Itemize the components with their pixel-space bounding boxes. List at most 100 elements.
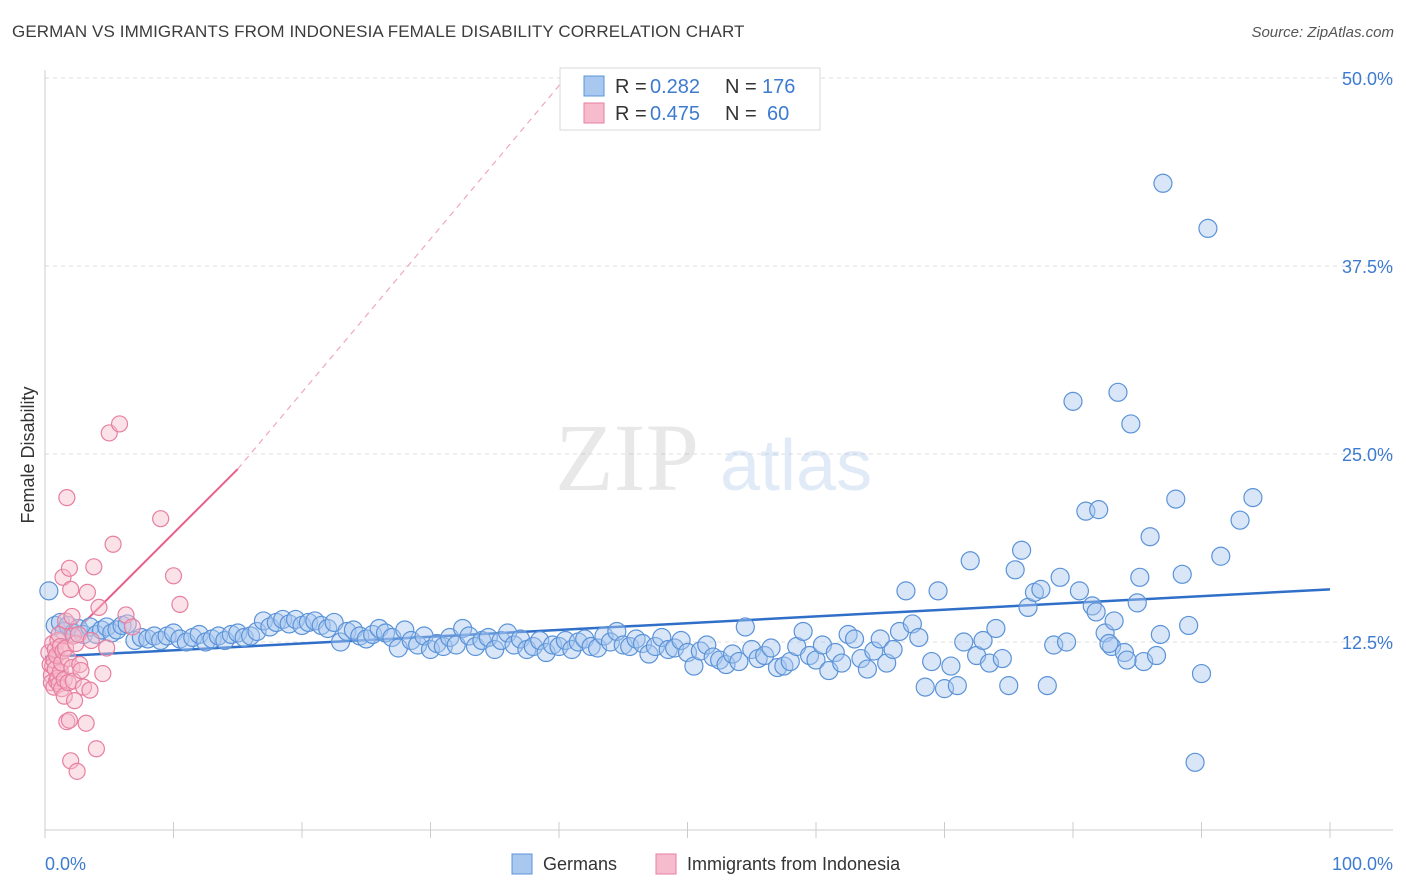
- data-point-germans: [941, 656, 961, 676]
- data-point-indonesia: [171, 595, 189, 614]
- data-point-germans: [1146, 645, 1167, 666]
- data-point-indonesia: [152, 510, 170, 528]
- data-point-germans: [697, 635, 717, 655]
- data-point-germans: [1198, 218, 1218, 238]
- data-point-indonesia: [54, 568, 72, 586]
- data-point-germans: [992, 648, 1012, 669]
- data-point-germans: [986, 618, 1006, 639]
- y-tick-label: 12.5%: [1342, 633, 1393, 653]
- data-point-germans: [857, 659, 878, 679]
- data-point-germans: [864, 641, 884, 661]
- data-point-germans: [979, 653, 1000, 673]
- bottom-legend-swatch-germans: [511, 853, 533, 875]
- data-point-germans: [1031, 579, 1051, 599]
- data-point-germans: [652, 627, 672, 648]
- x-axis-ticks: [44, 822, 1331, 838]
- data-point-germans: [973, 630, 993, 651]
- data-point-germans: [928, 581, 948, 601]
- legend-r-label-1: R =: [615, 76, 647, 98]
- data-point-indonesia: [78, 583, 97, 601]
- data-point-germans: [735, 617, 755, 637]
- y-axis-title: Female Disability: [18, 386, 38, 523]
- data-point-indonesia: [56, 639, 75, 657]
- data-point-germans: [1179, 615, 1199, 636]
- trend-line-indonesia-extension: [237, 77, 566, 470]
- data-point-germans: [761, 638, 781, 658]
- data-point-indonesia: [62, 580, 80, 598]
- data-point-indonesia: [68, 762, 86, 780]
- watermark: ZIP atlas: [555, 404, 872, 511]
- bottom-legend-label-indonesia: Immigrants from Indonesia: [687, 854, 901, 874]
- data-point-indonesia: [62, 752, 80, 770]
- data-point-germans: [639, 644, 659, 664]
- data-point-indonesia: [90, 598, 108, 617]
- data-point-germans: [722, 644, 743, 664]
- data-point-indonesia: [164, 567, 183, 585]
- legend-n-value-2: 60: [767, 103, 789, 125]
- data-point-germans: [39, 581, 59, 601]
- y-tick-labels: 12.5% 25.0% 37.5% 50.0%: [1342, 69, 1393, 653]
- data-point-germans: [453, 618, 473, 639]
- data-point-germans: [1153, 173, 1173, 193]
- legend-swatch-indonesia: [583, 102, 605, 124]
- data-point-germans: [1185, 752, 1205, 772]
- data-point-germans: [459, 626, 479, 646]
- legend-swatch-germans: [583, 75, 605, 97]
- data-point-germans: [1230, 510, 1250, 530]
- data-point-indonesia: [104, 535, 122, 553]
- legend-n-label-1: N =: [725, 76, 757, 98]
- data-point-germans: [870, 629, 890, 649]
- y-tick-label: 25.0%: [1342, 445, 1393, 465]
- chart-title: GERMAN VS IMMIGRANTS FROM INDONESIA FEMA…: [12, 22, 745, 41]
- data-point-indonesia: [82, 631, 100, 650]
- data-point-germans: [1099, 633, 1119, 654]
- data-point-indonesia: [123, 618, 141, 636]
- watermark-atlas: atlas: [720, 426, 872, 506]
- series-germans-points: [39, 173, 1263, 772]
- data-point-germans: [1056, 632, 1077, 652]
- x-tick-label-max: 100.0%: [1332, 854, 1393, 874]
- data-point-indonesia: [85, 558, 103, 576]
- data-point-indonesia: [87, 740, 106, 758]
- data-point-germans: [754, 645, 775, 666]
- data-point-indonesia: [63, 607, 81, 626]
- stats-legend: R = 0.282 N = 176 R = 0.475 N = 60: [559, 67, 821, 131]
- data-point-germans: [1243, 488, 1263, 508]
- data-point-germans: [1166, 489, 1186, 509]
- data-point-indonesia: [77, 714, 95, 732]
- data-point-germans: [1086, 602, 1106, 622]
- data-point-indonesia: [60, 559, 79, 577]
- data-point-germans: [909, 627, 929, 648]
- data-point-indonesia: [58, 489, 76, 507]
- data-point-germans: [832, 653, 852, 673]
- watermark-zip: ZIP: [555, 404, 699, 511]
- data-point-germans: [999, 676, 1019, 696]
- y-tick-label: 50.0%: [1342, 69, 1393, 89]
- legend-r-label-2: R =: [615, 103, 647, 125]
- data-point-germans: [825, 642, 845, 663]
- data-point-germans: [337, 621, 357, 642]
- data-point-germans: [1108, 382, 1128, 402]
- data-point-germans: [793, 621, 813, 642]
- data-point-germans: [883, 639, 903, 660]
- series-indonesia-points: [40, 415, 189, 780]
- data-point-germans: [844, 629, 865, 649]
- data-point-germans: [581, 636, 601, 657]
- data-point-germans: [562, 639, 582, 660]
- data-point-germans: [247, 621, 267, 642]
- data-point-germans: [1050, 567, 1070, 587]
- data-point-germans: [1150, 624, 1170, 645]
- legend-n-value-1: 176: [762, 76, 795, 98]
- data-point-germans: [1037, 676, 1057, 696]
- data-point-germans: [665, 638, 685, 658]
- legend-r-value-1: 0.282: [650, 76, 700, 98]
- data-point-germans: [395, 620, 415, 640]
- bottom-legend-swatch-indonesia: [655, 853, 677, 875]
- data-point-germans: [671, 630, 691, 651]
- data-point-germans: [491, 630, 511, 651]
- gridlines: [45, 77, 1393, 643]
- data-point-germans: [1117, 650, 1137, 670]
- data-point-indonesia: [98, 639, 116, 657]
- data-point-germans: [922, 651, 942, 672]
- data-point-indonesia: [55, 687, 73, 705]
